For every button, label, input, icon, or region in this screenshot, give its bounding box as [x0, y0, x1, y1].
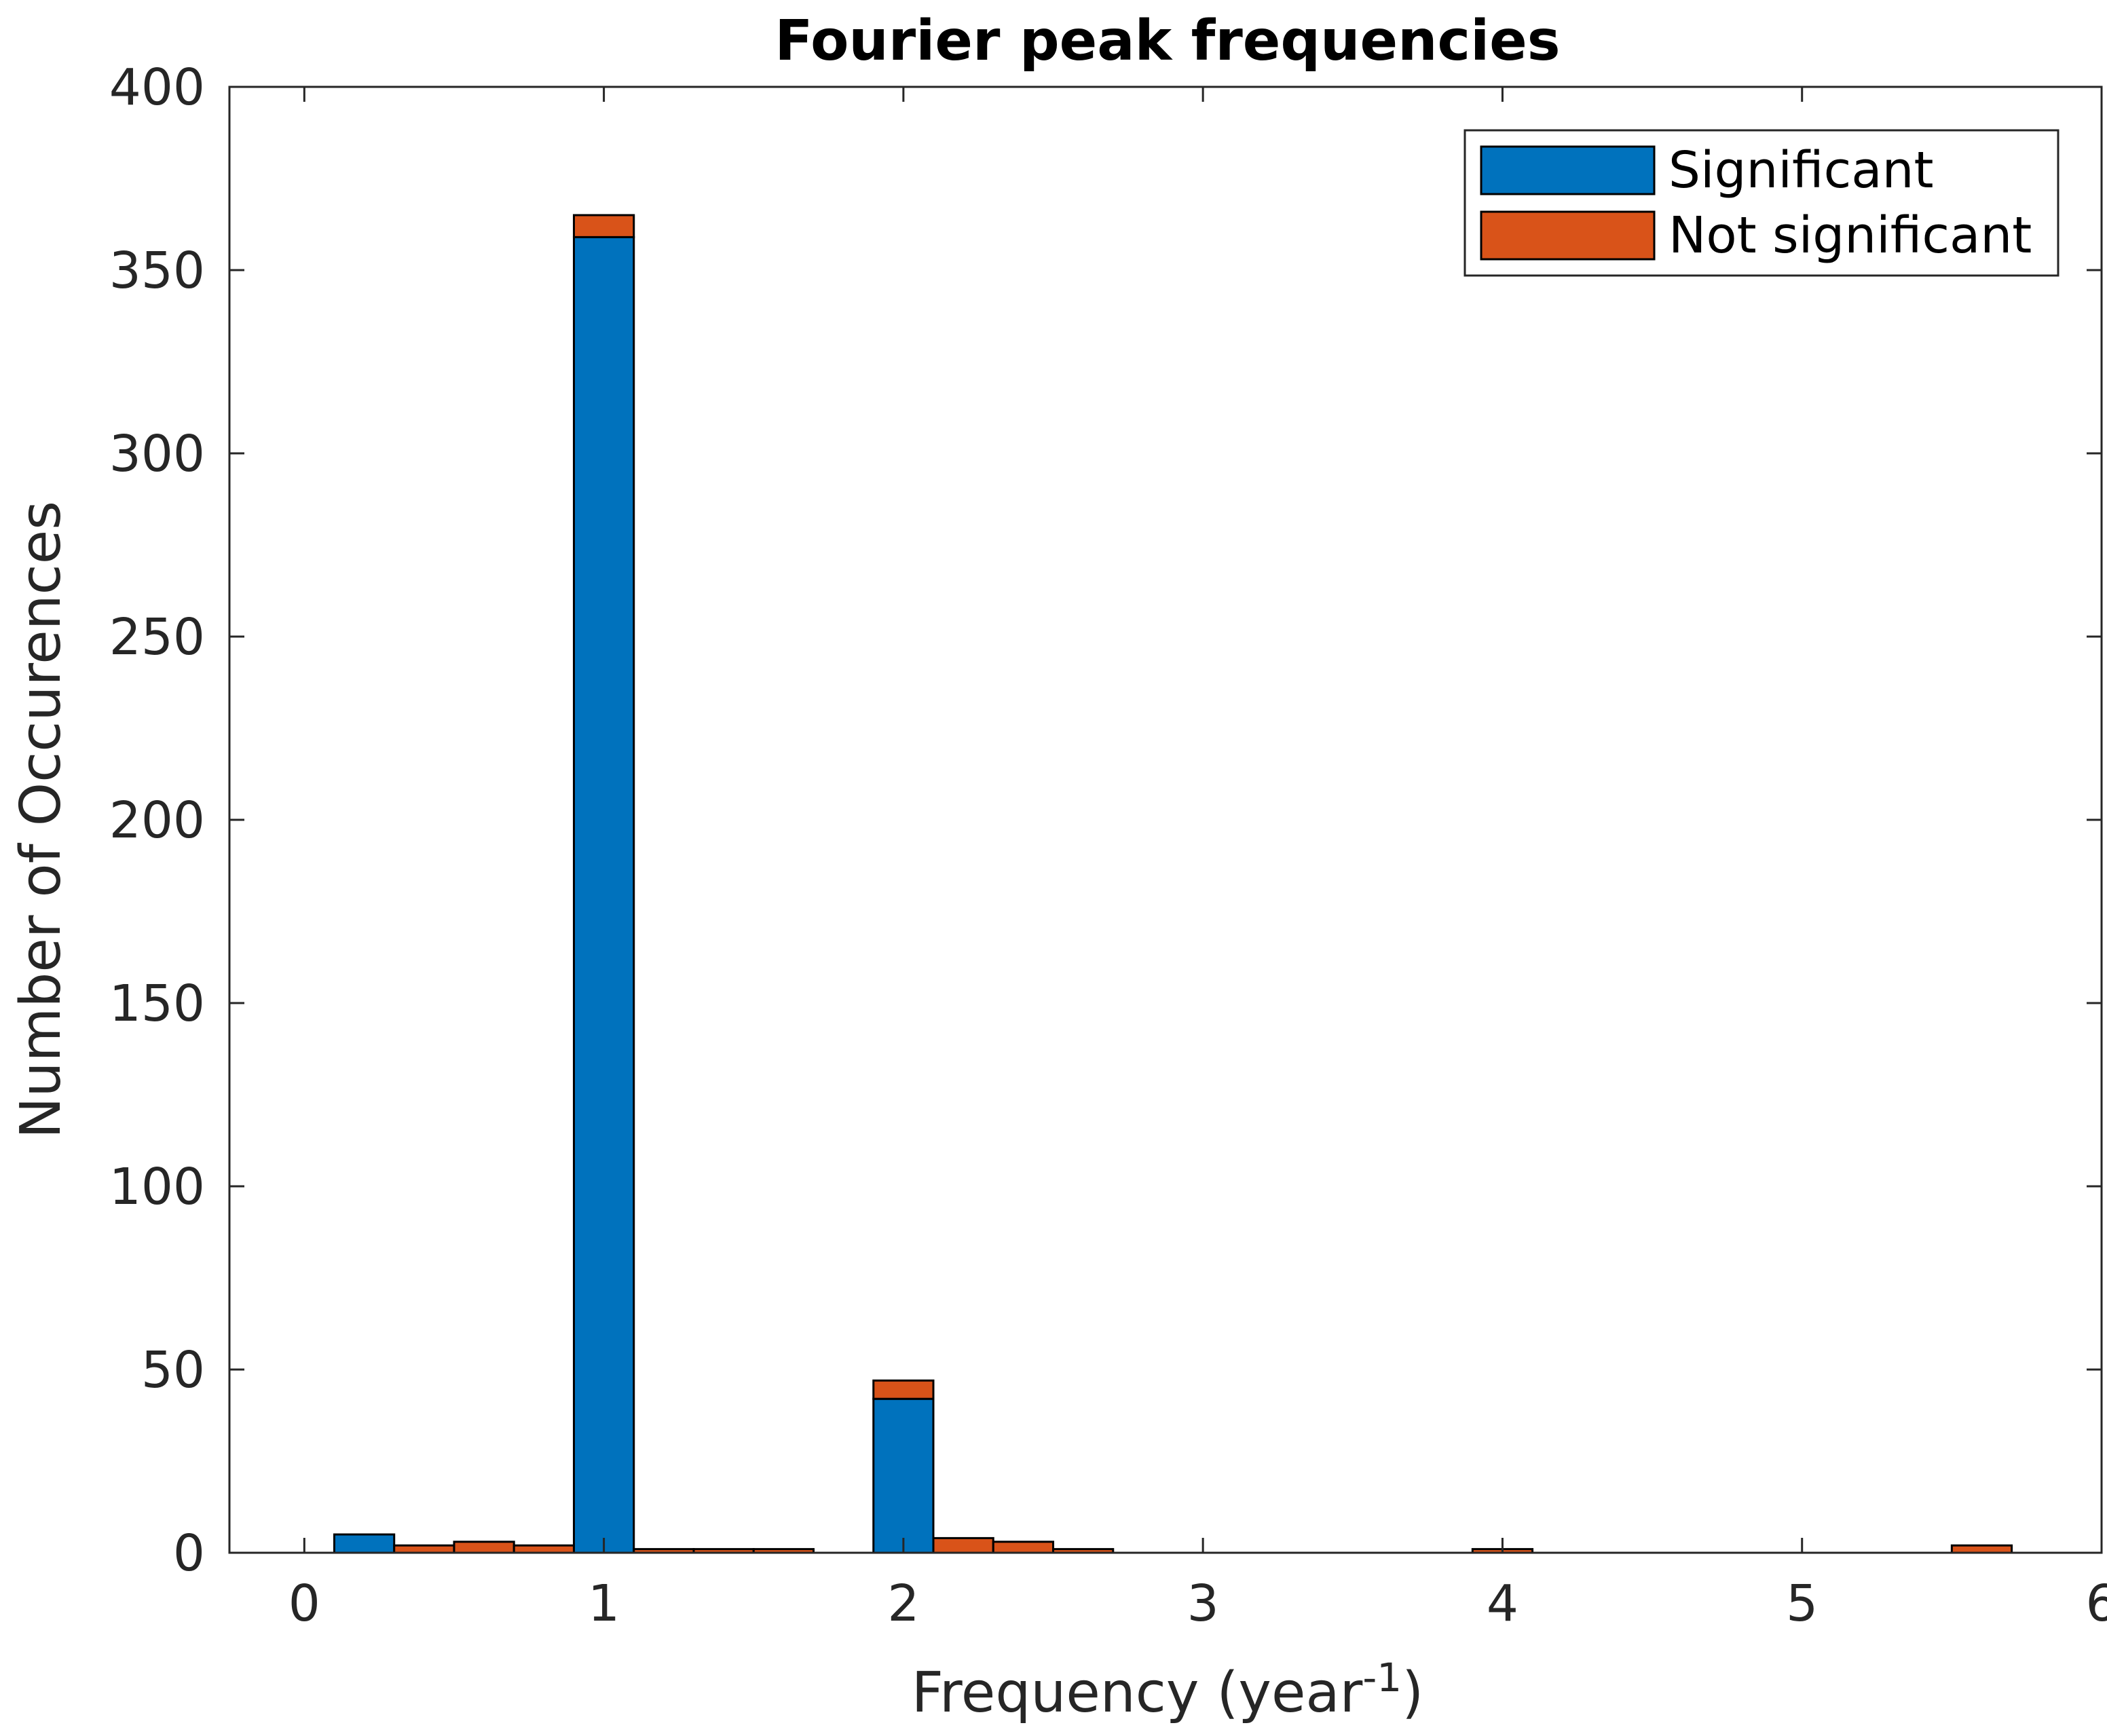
y-tick-label: 400 [109, 58, 205, 117]
y-tick-label: 350 [109, 242, 205, 300]
x-tick-label: 3 [1187, 1574, 1219, 1633]
bar-significant [872, 1397, 935, 1554]
x-tick-label: 4 [1487, 1574, 1518, 1633]
legend-swatch-significant [1480, 145, 1656, 195]
x-tick-label: 6 [2085, 1574, 2107, 1633]
bar-significant [333, 1533, 396, 1554]
bar-not-significant [572, 214, 635, 238]
x-axis-label: Frequency (year-1) [912, 1655, 1423, 1725]
x-tick-label: 1 [588, 1574, 620, 1633]
y-tick-label: 50 [141, 1341, 205, 1399]
y-tick-label: 100 [109, 1158, 205, 1216]
bar-not-significant [932, 1536, 994, 1554]
legend-label-not-significant: Not significant [1668, 206, 2032, 265]
y-axis-label: Number of Occurences [9, 501, 73, 1139]
y-tick-label: 150 [109, 975, 205, 1033]
bar-not-significant [992, 1541, 1055, 1554]
bar-not-significant [1950, 1544, 2013, 1554]
legend-swatch-not-significant [1480, 210, 1656, 261]
bar-not-significant [393, 1544, 455, 1554]
x-tick-label: 0 [288, 1574, 320, 1633]
bar-not-significant [512, 1544, 575, 1554]
x-tick-label: 2 [887, 1574, 919, 1633]
y-tick-label: 200 [109, 791, 205, 850]
bar-not-significant [453, 1541, 515, 1554]
y-tick-label: 0 [173, 1524, 205, 1583]
x-tick-label: 5 [1786, 1574, 1818, 1633]
axes-box [228, 86, 2103, 1554]
plot-area: 0 1 2 3 4 5 6 0 50 100 150 200 250 300 350 400 [109, 58, 2107, 1633]
bar-not-significant [872, 1379, 935, 1400]
y-tick-label: 300 [109, 425, 205, 483]
chart-title: Fourier peak frequencies [775, 9, 1560, 73]
y-tick-label: 250 [109, 608, 205, 666]
legend-label-significant: Significant [1668, 141, 1934, 200]
legend: Significant Not significant [1463, 129, 2059, 277]
bar-significant [572, 235, 635, 1554]
